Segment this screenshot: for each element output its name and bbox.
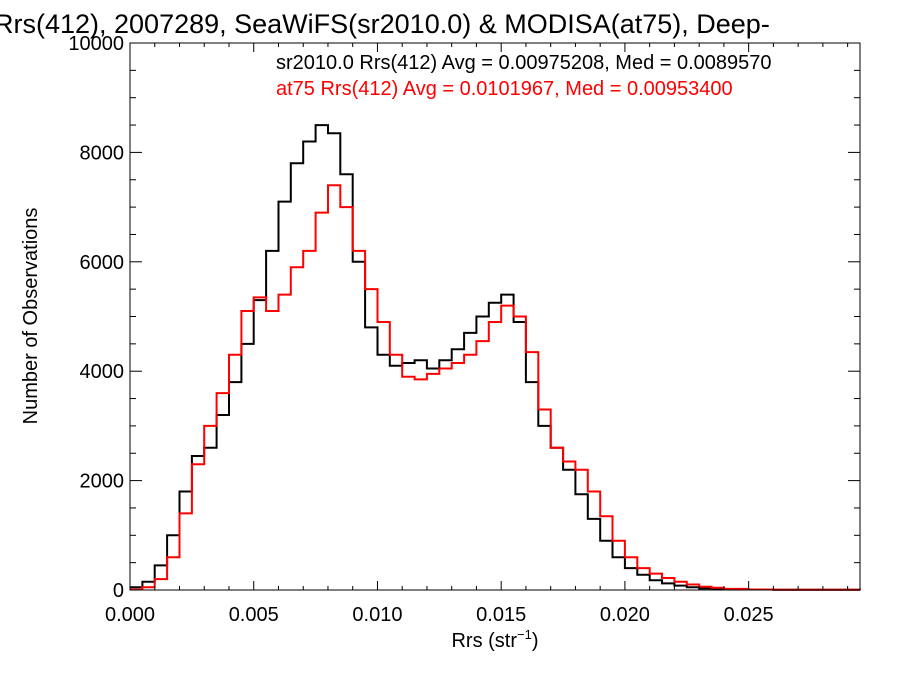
y-tick-label: 6000 <box>80 252 125 274</box>
x-tick-label: 0.025 <box>724 604 774 626</box>
plot-frame <box>129 42 861 591</box>
y-tick-label: 10000 <box>68 33 124 55</box>
series-layer <box>130 124 861 591</box>
series-line-1 <box>130 184 861 591</box>
x-tick-label: 0.015 <box>476 604 526 626</box>
chart-title: Rrs(412), 2007289, SeaWiFS(sr2010.0) & M… <box>0 9 770 39</box>
y-tick-label: 8000 <box>80 142 125 164</box>
y-tick-label: 0 <box>113 580 124 602</box>
x-axis-label-main: Rrs (str <box>451 630 517 652</box>
x-tick-label: 0.000 <box>105 604 155 626</box>
x-axis-label-superscript: −1 <box>517 627 532 642</box>
x-tick-label: 0.010 <box>352 604 402 626</box>
x-axis-label-close: ) <box>532 630 539 652</box>
annotation-sr2010: sr2010.0 Rrs(412) Avg = 0.00975208, Med … <box>276 52 772 74</box>
x-axis-label: Rrs (str−1) <box>451 627 538 652</box>
y-tick-label: 4000 <box>80 361 125 383</box>
y-tick-label: 2000 <box>80 471 125 493</box>
x-tick-label: 0.020 <box>600 604 650 626</box>
series-line-0 <box>130 124 861 591</box>
y-axis-label: Number of Observations <box>20 208 42 425</box>
annotation-at75: at75 Rrs(412) Avg = 0.0101967, Med = 0.0… <box>276 78 733 100</box>
tick-layer: 0.000 0.005 0.010 0.015 0.020 0.025 0 2000 4000 6… <box>68 33 860 626</box>
x-tick-label: 0.005 <box>229 604 279 626</box>
